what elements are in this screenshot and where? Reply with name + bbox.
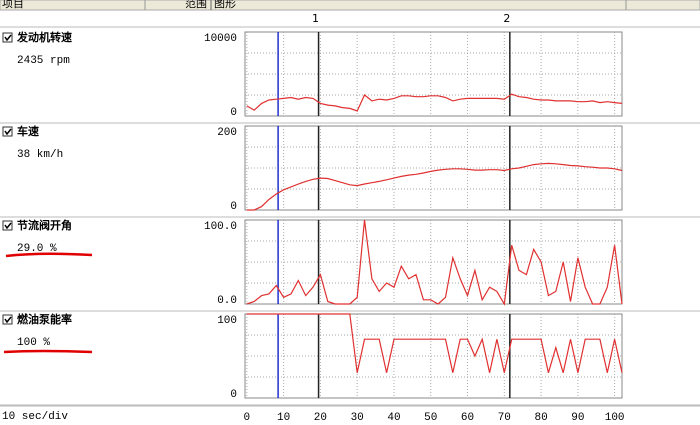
y-tick-label: 0 xyxy=(230,201,237,213)
footer: 10 sec/div xyxy=(2,411,68,423)
y-tick-label: 10000 xyxy=(204,33,237,45)
y-tick-label: 0.0 xyxy=(217,295,237,307)
signal-reading: 2435 rpm xyxy=(17,55,70,67)
plot-frame xyxy=(244,313,623,399)
signal-reading: 29.0 % xyxy=(17,243,57,255)
signal-label: 节流阀开角 xyxy=(17,218,72,232)
x-tick-label: 40 xyxy=(387,412,400,424)
signal-trace xyxy=(246,93,623,112)
annotation-underline xyxy=(3,349,93,354)
x-tick-label: 60 xyxy=(461,412,474,424)
plot-frame xyxy=(244,31,623,117)
plot-frame xyxy=(244,219,623,305)
checkbox xyxy=(2,314,13,325)
header-bar xyxy=(0,0,700,11)
checkmark xyxy=(4,128,12,136)
y-tick-label: 0 xyxy=(230,107,237,119)
y-tick-label: 200 xyxy=(217,127,237,139)
checkbox xyxy=(2,220,13,231)
signal-reading: 100 % xyxy=(17,337,50,349)
x-tick-label: 50 xyxy=(424,412,437,424)
checkmark xyxy=(4,222,12,230)
annotation-underline xyxy=(5,252,93,258)
x-tick-label: 0 xyxy=(244,412,251,424)
x-tick-label: 100 xyxy=(605,412,625,424)
signal-label: 车速 xyxy=(17,124,39,138)
signal-reading: 38 km/h xyxy=(17,149,63,161)
y-tick-label: 100.0 xyxy=(204,221,237,233)
signal-trace xyxy=(246,313,623,373)
signal-trace xyxy=(246,162,623,211)
checkmark xyxy=(4,316,12,324)
y-tick-label: 0 xyxy=(230,389,237,401)
header-col: 范围 xyxy=(185,0,207,10)
header-col: 图形 xyxy=(214,0,236,10)
signal-label: 燃油泵能率 xyxy=(16,312,72,326)
checkbox xyxy=(2,126,13,137)
y-tick-label: 100 xyxy=(217,315,237,327)
x-tick-label: 90 xyxy=(571,412,584,424)
x-tick-label: 80 xyxy=(534,412,547,424)
x-tick-label: 10 xyxy=(277,412,290,424)
header-col: 项目 xyxy=(2,0,24,10)
signal-label: 发动机转速 xyxy=(16,30,72,44)
cursor-label: 1 xyxy=(312,12,319,25)
checkbox xyxy=(2,32,13,43)
x-tick-label: 20 xyxy=(314,412,327,424)
signal-trace xyxy=(246,219,623,306)
x-tick-label: 30 xyxy=(351,412,364,424)
x-tick-label: 70 xyxy=(498,412,511,424)
checkmark xyxy=(4,34,12,42)
cursor-label: 2 xyxy=(503,12,510,25)
plot-frame xyxy=(244,125,623,211)
